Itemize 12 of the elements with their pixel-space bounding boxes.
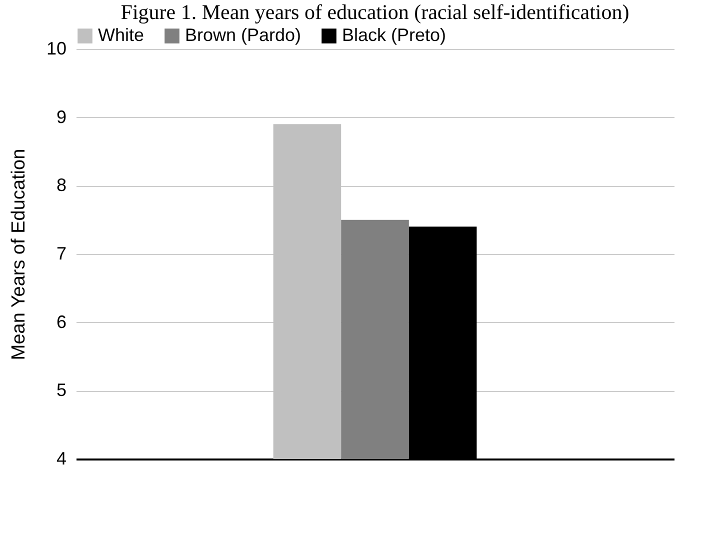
y-tick-label: 10 — [46, 38, 66, 58]
y-axis-title: Mean Years of Education — [8, 148, 30, 360]
y-tick-label: 8 — [56, 175, 66, 196]
y-tick-label: 4 — [56, 448, 66, 468]
legend-label: Black (Preto) — [342, 25, 446, 45]
y-tick-label: 5 — [56, 380, 66, 400]
y-tick-label: 9 — [56, 106, 66, 127]
y-tick-label: 6 — [56, 312, 66, 332]
chart-title: Figure 1. Mean years of education (racial self-identification) — [120, 0, 630, 24]
legend-label: White — [98, 25, 144, 45]
legend-label: Brown (Pardo) — [185, 25, 302, 45]
y-tick-label: 7 — [56, 244, 66, 264]
